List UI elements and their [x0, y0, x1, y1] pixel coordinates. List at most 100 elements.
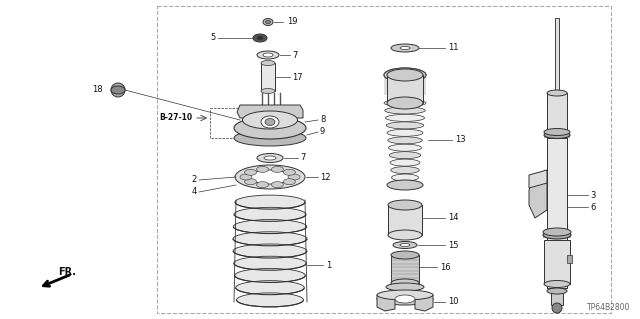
Ellipse shape	[288, 174, 300, 180]
Ellipse shape	[385, 107, 425, 114]
Polygon shape	[415, 295, 433, 311]
Ellipse shape	[377, 293, 433, 305]
Ellipse shape	[284, 169, 296, 175]
Ellipse shape	[386, 283, 424, 291]
Polygon shape	[529, 170, 547, 188]
Text: 3: 3	[590, 190, 595, 199]
Circle shape	[111, 83, 125, 97]
Ellipse shape	[233, 244, 307, 258]
Text: 16: 16	[440, 263, 451, 271]
Ellipse shape	[543, 228, 571, 236]
Ellipse shape	[384, 68, 426, 82]
Ellipse shape	[385, 115, 424, 122]
Ellipse shape	[391, 279, 419, 287]
Text: 15: 15	[448, 241, 458, 249]
Ellipse shape	[544, 131, 570, 138]
Ellipse shape	[547, 90, 567, 96]
Ellipse shape	[547, 288, 567, 294]
Ellipse shape	[233, 232, 307, 246]
Ellipse shape	[390, 159, 420, 166]
Ellipse shape	[249, 170, 291, 184]
Ellipse shape	[257, 51, 279, 59]
Bar	[544, 240, 570, 284]
Bar	[547, 138, 567, 288]
Ellipse shape	[261, 61, 275, 65]
Ellipse shape	[264, 156, 276, 160]
Text: 19: 19	[287, 18, 298, 26]
Text: 11: 11	[448, 43, 458, 53]
Ellipse shape	[240, 174, 252, 180]
Polygon shape	[377, 295, 395, 311]
Ellipse shape	[265, 118, 275, 125]
Ellipse shape	[387, 180, 423, 190]
Ellipse shape	[284, 179, 296, 185]
Text: 2: 2	[192, 175, 197, 184]
Ellipse shape	[261, 116, 279, 128]
Ellipse shape	[234, 256, 306, 270]
Bar	[384, 75, 426, 95]
Text: 7: 7	[300, 153, 305, 162]
Ellipse shape	[388, 144, 422, 151]
Ellipse shape	[388, 230, 422, 240]
Bar	[567, 255, 572, 263]
Bar	[387, 75, 423, 103]
Ellipse shape	[400, 243, 410, 247]
Ellipse shape	[244, 179, 257, 185]
Ellipse shape	[263, 53, 273, 57]
Ellipse shape	[392, 174, 419, 181]
Text: 6: 6	[590, 203, 595, 211]
Polygon shape	[237, 105, 303, 118]
Circle shape	[552, 303, 562, 313]
Ellipse shape	[391, 251, 419, 259]
Text: 17: 17	[292, 72, 303, 81]
Ellipse shape	[243, 111, 298, 129]
Ellipse shape	[257, 36, 263, 40]
Ellipse shape	[544, 280, 570, 287]
Ellipse shape	[257, 153, 283, 162]
Text: 1: 1	[326, 261, 332, 270]
Text: 10: 10	[448, 298, 458, 307]
Bar	[391, 255, 419, 283]
Ellipse shape	[377, 290, 433, 300]
Text: 5: 5	[210, 33, 215, 42]
Text: 8: 8	[320, 115, 325, 124]
Ellipse shape	[387, 97, 423, 109]
Ellipse shape	[111, 86, 125, 94]
Ellipse shape	[388, 137, 422, 144]
Text: B-27-10: B-27-10	[159, 114, 192, 122]
Text: 14: 14	[448, 213, 458, 222]
Ellipse shape	[263, 19, 273, 26]
Ellipse shape	[261, 88, 275, 93]
Text: FR.: FR.	[58, 267, 76, 277]
Ellipse shape	[235, 195, 305, 209]
Ellipse shape	[543, 231, 571, 239]
Ellipse shape	[387, 69, 423, 81]
Text: TP64B2800: TP64B2800	[587, 303, 630, 313]
Ellipse shape	[384, 68, 426, 82]
Ellipse shape	[391, 167, 419, 174]
Ellipse shape	[393, 241, 417, 249]
Ellipse shape	[257, 182, 269, 188]
Text: 13: 13	[455, 136, 466, 145]
Ellipse shape	[236, 281, 304, 295]
Ellipse shape	[400, 47, 410, 49]
Ellipse shape	[235, 269, 305, 282]
Bar	[210, 108, 252, 138]
Text: 4: 4	[192, 188, 197, 197]
Bar	[547, 93, 567, 135]
Bar	[388, 205, 422, 235]
Ellipse shape	[271, 182, 284, 188]
Bar	[551, 291, 563, 305]
Ellipse shape	[234, 117, 306, 139]
Ellipse shape	[257, 167, 269, 172]
Ellipse shape	[544, 129, 570, 136]
Ellipse shape	[387, 129, 423, 136]
Text: 12: 12	[320, 173, 330, 182]
Bar	[157, 6, 611, 313]
Text: 9: 9	[320, 128, 325, 137]
Ellipse shape	[244, 169, 257, 175]
Ellipse shape	[235, 165, 305, 189]
Ellipse shape	[271, 167, 284, 172]
Polygon shape	[529, 170, 547, 218]
Ellipse shape	[237, 293, 303, 307]
